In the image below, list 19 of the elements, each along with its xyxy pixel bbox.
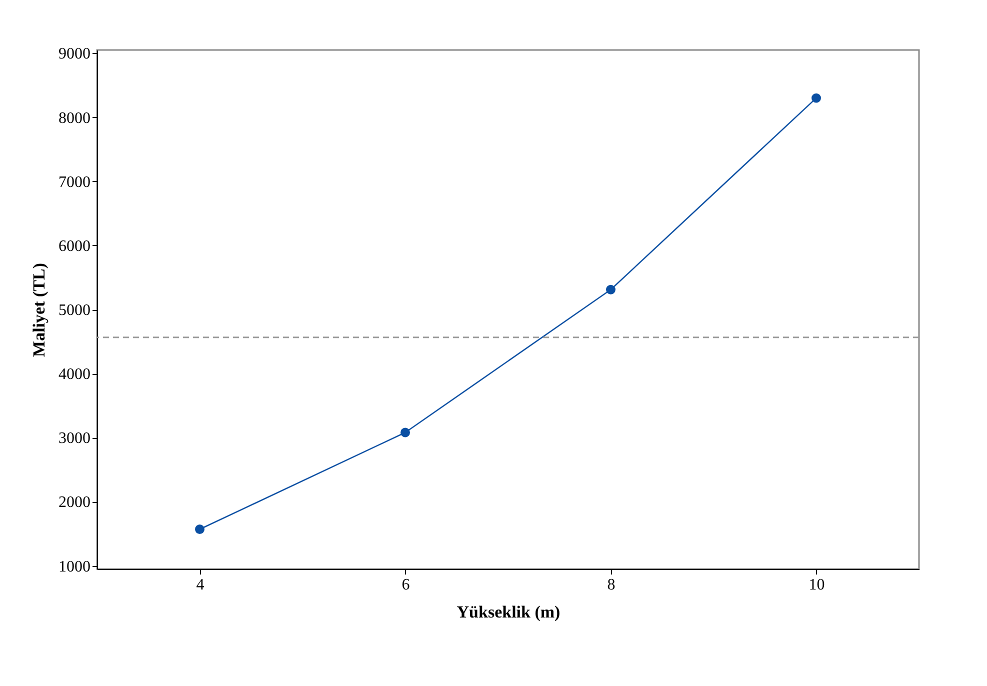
y-tick-label: 8000 [58, 110, 90, 127]
y-tick-label: 2000 [58, 494, 90, 512]
x-tick-label: 8 [607, 576, 616, 594]
x-axis-title: Yükseklik (m) [456, 602, 560, 622]
x-tick-label: 4 [196, 576, 204, 594]
point [195, 524, 204, 534]
y-tick-label: 3000 [58, 430, 90, 448]
y-tick-label: 6000 [58, 238, 90, 255]
point [812, 93, 821, 103]
y-tick-label: 9000 [58, 46, 90, 63]
y-tick-label: 5000 [58, 302, 90, 319]
y-tick-label: 7000 [58, 174, 90, 191]
y-axis-title: Maliyet (TL) [30, 263, 48, 357]
x-tick-label: 10 [808, 576, 825, 594]
x-tick-label: 6 [402, 576, 410, 594]
point [400, 428, 410, 438]
y-tick-label: 4000 [58, 366, 90, 384]
y-tick-label: 1000 [58, 558, 90, 576]
point [606, 284, 616, 294]
